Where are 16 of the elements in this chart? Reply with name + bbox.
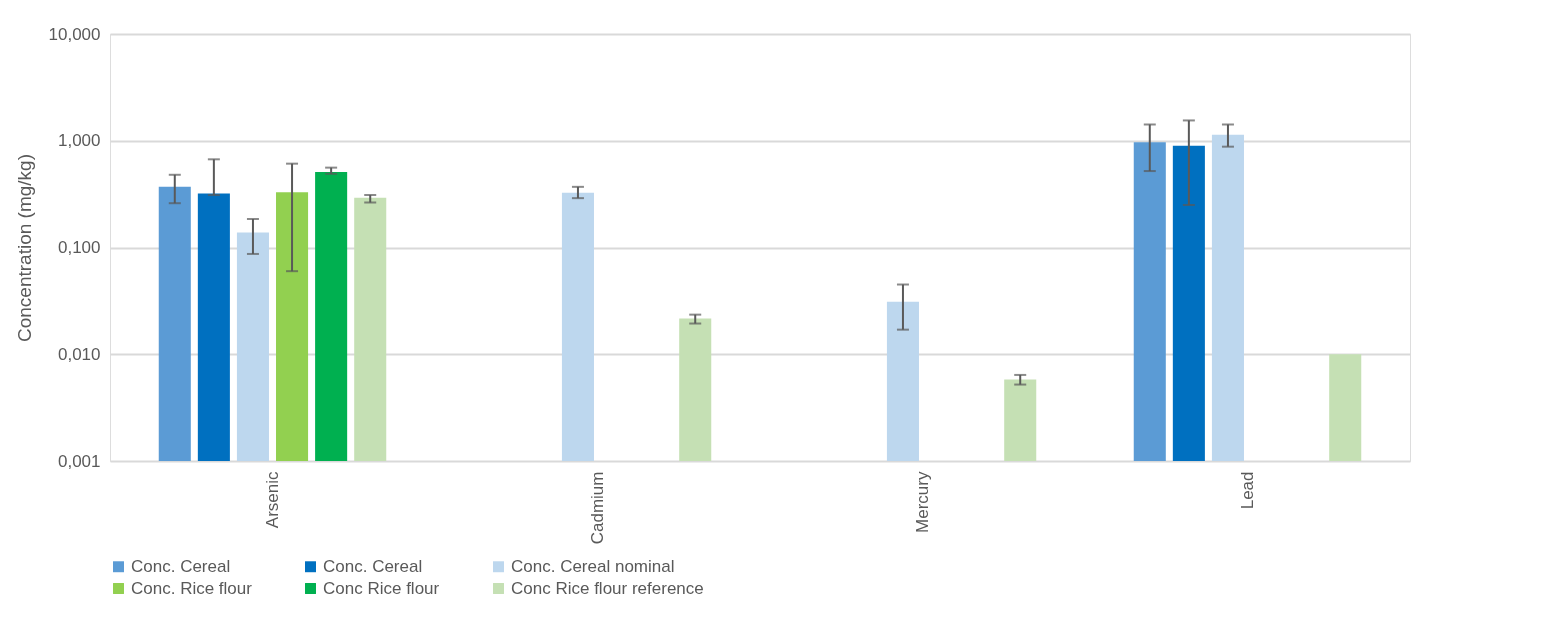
y-tick-label: 0,100 xyxy=(57,238,101,257)
y-tick-label: 0,001 xyxy=(57,451,101,471)
y-tick-label: 0,010 xyxy=(57,344,101,364)
legend-label: Conc Rice flour reference xyxy=(511,578,704,598)
legend-label: Conc Rice flour xyxy=(323,578,440,598)
x-tick-label: Mercury xyxy=(912,471,932,533)
x-tick-label: Cadmium xyxy=(587,471,607,545)
y-tick-label: 10,000 xyxy=(48,24,101,44)
legend-label: Conc. Cereal xyxy=(323,556,423,576)
legend-label: Conc. Cereal xyxy=(131,556,231,576)
y-axis-title: Concentration (mg/kg) xyxy=(13,154,35,342)
y-tick-label: 1,000 xyxy=(57,131,101,151)
x-tick-label: Arsenic xyxy=(262,471,282,529)
x-tick-label: Lead xyxy=(1237,471,1257,510)
legend-label: Conc. Cereal nominal xyxy=(511,556,675,576)
legend-label: Conc. Rice flour xyxy=(131,578,253,598)
